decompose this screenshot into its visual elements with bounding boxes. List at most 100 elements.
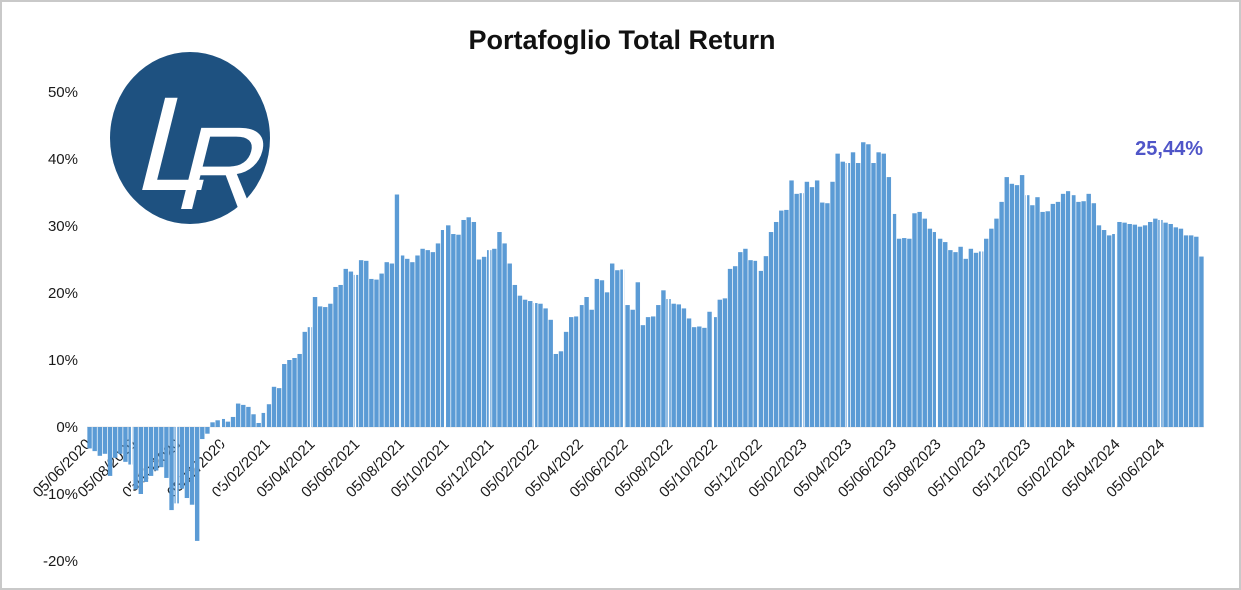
- category-gridline: [801, 90, 804, 430]
- bar: [379, 273, 384, 427]
- bar: [1101, 230, 1107, 427]
- bar: [302, 331, 307, 427]
- bar: [461, 219, 466, 427]
- bar: [97, 427, 103, 456]
- category-gridline: [130, 90, 133, 562]
- bar: [763, 256, 769, 427]
- bar: [1199, 256, 1204, 427]
- bar: [1076, 201, 1081, 427]
- y-tick-label: 50%: [48, 84, 78, 101]
- category-gridline: [936, 90, 938, 430]
- bar: [528, 301, 533, 427]
- bar: [871, 163, 876, 427]
- bar: [1107, 235, 1112, 427]
- bar: [707, 311, 712, 427]
- bar: [650, 316, 656, 427]
- bar: [686, 318, 692, 427]
- bar: [1055, 201, 1061, 427]
- bar: [1045, 211, 1050, 427]
- final-value-label: 25,44%: [1135, 138, 1203, 160]
- category-gridline: [309, 90, 312, 430]
- bar: [333, 286, 338, 427]
- bar: [712, 317, 717, 427]
- category-gridline: [175, 90, 178, 562]
- bar: [282, 364, 287, 427]
- bar: [502, 243, 507, 427]
- bar: [589, 309, 594, 427]
- bar: [384, 262, 389, 427]
- bar: [364, 260, 369, 427]
- bar: [471, 221, 477, 427]
- bar: [1173, 227, 1179, 427]
- bar: [615, 270, 620, 427]
- bar: [1009, 183, 1015, 427]
- bar: [420, 248, 425, 427]
- bar: [727, 268, 733, 427]
- bar: [886, 177, 892, 427]
- bar: [753, 260, 758, 427]
- bar: [1019, 175, 1025, 427]
- bar: [881, 153, 886, 427]
- bar: [594, 278, 600, 427]
- bar: [389, 263, 395, 427]
- bar: [107, 427, 113, 476]
- bar: [830, 181, 835, 427]
- bar: [640, 325, 646, 427]
- bar: [512, 284, 518, 427]
- bar: [481, 256, 487, 427]
- bar: [128, 427, 133, 465]
- bar: [1163, 222, 1168, 427]
- bar: [246, 406, 251, 427]
- bar: [799, 193, 804, 427]
- bar: [1122, 222, 1127, 427]
- bar: [697, 326, 702, 427]
- bar: [415, 255, 420, 427]
- bar: [681, 308, 687, 427]
- bar: [548, 319, 553, 427]
- category-gridline: [354, 90, 357, 430]
- bar: [732, 266, 738, 427]
- bar: [312, 297, 318, 427]
- bar: [538, 303, 543, 427]
- bar: [440, 230, 446, 427]
- bar: [927, 228, 933, 427]
- bar: [271, 386, 277, 427]
- bar: [861, 142, 866, 427]
- bar: [348, 271, 354, 427]
- bar: [138, 427, 144, 494]
- bar: [102, 427, 108, 454]
- bar: [1066, 191, 1071, 427]
- bar: [112, 427, 118, 458]
- bar: [230, 416, 236, 427]
- bar: [630, 309, 635, 427]
- category-gridline: [980, 90, 983, 430]
- category-gridline: [757, 90, 759, 430]
- bar: [164, 427, 169, 478]
- bar: [369, 278, 374, 427]
- bar: [466, 217, 471, 427]
- bar: [410, 262, 415, 427]
- bar: [1127, 223, 1132, 427]
- bar: [451, 234, 456, 427]
- category-gridline: [578, 90, 580, 430]
- bar: [194, 427, 200, 541]
- bar: [118, 427, 123, 454]
- bar: [569, 317, 574, 427]
- bar: [287, 360, 292, 427]
- bar: [676, 304, 682, 427]
- bar: [953, 252, 958, 427]
- bar: [702, 327, 707, 427]
- bar: [656, 305, 661, 427]
- bar: [943, 242, 948, 427]
- bar: [507, 263, 512, 427]
- bar: [825, 203, 830, 427]
- bar: [235, 403, 241, 427]
- bar: [200, 427, 205, 440]
- bar: [984, 238, 989, 427]
- bar: [1060, 193, 1066, 427]
- bar: [394, 194, 400, 427]
- bar: [609, 263, 615, 427]
- bar: [148, 427, 154, 476]
- bar: [399, 255, 405, 427]
- category-gridline: [1159, 90, 1162, 430]
